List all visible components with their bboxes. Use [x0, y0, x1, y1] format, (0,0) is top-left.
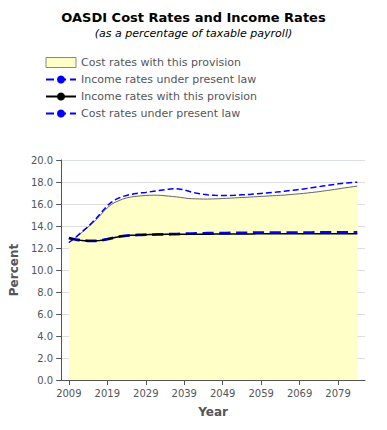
svg-text:2059: 2059 — [248, 388, 273, 399]
svg-text:2019: 2019 — [95, 388, 120, 399]
svg-text:18.0: 18.0 — [31, 177, 53, 188]
svg-text:2049: 2049 — [210, 388, 235, 399]
svg-text:10.0: 10.0 — [31, 265, 53, 276]
svg-text:16.0: 16.0 — [31, 199, 53, 210]
svg-text:Income rates with this provisi: Income rates with this provision — [81, 90, 257, 103]
svg-text:2009: 2009 — [56, 388, 81, 399]
svg-text:8.0: 8.0 — [37, 287, 53, 298]
svg-text:Cost rates with this provision: Cost rates with this provision — [81, 56, 241, 69]
svg-text:2.0: 2.0 — [37, 353, 53, 364]
svg-text:2039: 2039 — [172, 388, 197, 399]
svg-text:OASDI Cost Rates and Income Ra: OASDI Cost Rates and Income Rates — [61, 10, 326, 25]
svg-text:Percent: Percent — [7, 244, 21, 297]
svg-text:Year: Year — [197, 405, 228, 419]
svg-text:2069: 2069 — [287, 388, 312, 399]
svg-text:20.0: 20.0 — [31, 155, 53, 166]
svg-text:4.0: 4.0 — [37, 331, 53, 342]
svg-text:6.0: 6.0 — [37, 309, 53, 320]
svg-text:12.0: 12.0 — [31, 243, 53, 254]
svg-text:14.0: 14.0 — [31, 221, 53, 232]
svg-text:0.0: 0.0 — [37, 375, 53, 386]
svg-text:2029: 2029 — [133, 388, 158, 399]
svg-text:(as a percentage of taxable pa: (as a percentage of taxable payroll) — [95, 27, 292, 40]
svg-text:Income rates under present law: Income rates under present law — [81, 73, 256, 86]
svg-text:Cost rates under present law: Cost rates under present law — [81, 107, 240, 120]
svg-text:2079: 2079 — [325, 388, 350, 399]
